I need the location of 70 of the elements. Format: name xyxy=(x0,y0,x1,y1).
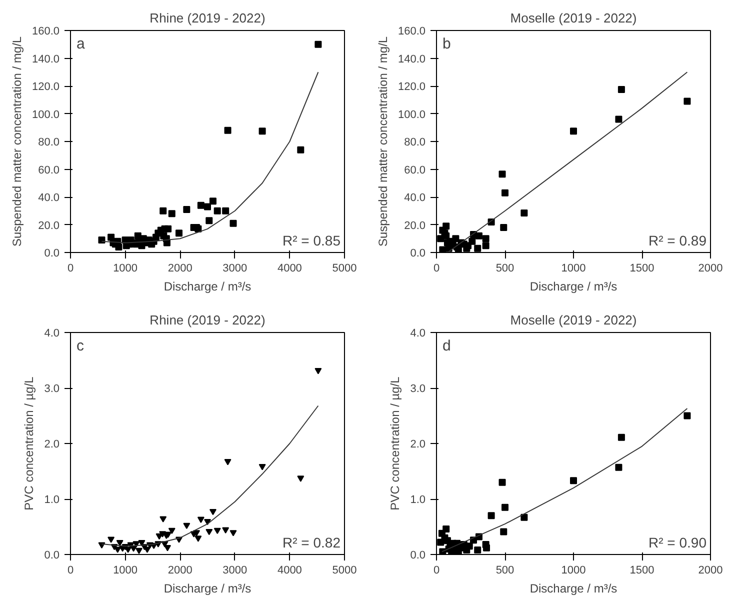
x-tick-label: 5000 xyxy=(332,262,357,274)
annotation: R² = 0.90 xyxy=(648,534,707,550)
x-tick-label: 0 xyxy=(67,262,74,274)
y-tick-label: 4.0 xyxy=(410,328,426,340)
x-axis-title: Discharge / m³/s xyxy=(530,582,618,596)
x-tick-label: 500 xyxy=(496,564,514,576)
x-tick-label: 2000 xyxy=(698,262,723,274)
x-tick-label: 1000 xyxy=(561,564,586,576)
y-tick-label: 3.0 xyxy=(44,383,60,395)
y-tick-label: 0.0 xyxy=(44,550,60,562)
y-tick-label: 100.0 xyxy=(398,108,426,121)
y-tick-label: 1.0 xyxy=(410,494,426,506)
y-tick-label: 20.0 xyxy=(38,220,60,232)
x-tick-label: 2000 xyxy=(168,564,192,576)
x-tick-label: 4000 xyxy=(277,564,302,576)
annotation: R² = 0.89 xyxy=(648,232,707,248)
x-tick-label: 1500 xyxy=(630,262,654,274)
y-axis-title: Suspended matter concentration / mg/L xyxy=(10,36,24,247)
y-tick-label: 80.0 xyxy=(38,136,60,148)
x-tick-label: 0 xyxy=(433,564,440,576)
y-tick-label: 2.0 xyxy=(44,438,60,450)
x-tick-label: 3000 xyxy=(222,564,248,576)
annotation: a xyxy=(76,36,86,52)
y-tick-label: 100.0 xyxy=(32,108,60,121)
annotation: c xyxy=(76,338,84,354)
chart-title: Rhine (2019 - 2022) xyxy=(150,312,266,328)
chart-title: Moselle (2019 - 2022) xyxy=(510,312,637,328)
x-tick-label: 5000 xyxy=(332,564,357,576)
x-tick-label: 4000 xyxy=(277,262,302,274)
x-tick-label: 2000 xyxy=(168,262,192,274)
y-tick-label: 0.0 xyxy=(410,248,426,260)
annotation: R² = 0.82 xyxy=(282,534,341,550)
y-tick-label: 3.0 xyxy=(410,383,426,395)
y-tick-label: 120.0 xyxy=(32,81,60,93)
y-tick-label: 60.0 xyxy=(404,164,426,176)
y-axis-title: PVC concentration / µg/L xyxy=(22,376,36,510)
y-tick-label: 160.0 xyxy=(398,26,426,38)
y-tick-label: 0.0 xyxy=(44,248,60,260)
chart-title: Moselle (2019 - 2022) xyxy=(510,10,637,26)
y-tick-label: 20.0 xyxy=(404,220,426,232)
y-tick-label: 0.0 xyxy=(410,550,426,562)
chart-title: Rhine (2019 - 2022) xyxy=(150,10,266,26)
y-tick-label: 80.0 xyxy=(404,136,426,148)
x-tick-label: 1500 xyxy=(630,564,654,576)
x-tick-label: 3000 xyxy=(222,262,248,274)
x-tick-label: 500 xyxy=(496,262,514,274)
x-axis-title: Discharge / m³/s xyxy=(164,582,252,596)
annotation: R² = 0.85 xyxy=(282,232,341,248)
x-tick-label: 0 xyxy=(433,262,440,274)
y-axis-title: Suspended matter concentration / mg/L xyxy=(376,36,390,247)
y-tick-label: 40.0 xyxy=(404,192,426,204)
x-tick-label: 2000 xyxy=(698,564,723,576)
x-tick-label: 0 xyxy=(67,564,74,576)
x-axis-title: Discharge / m³/s xyxy=(530,280,618,294)
x-axis-title: Discharge / m³/s xyxy=(164,280,252,294)
y-tick-label: 2.0 xyxy=(410,438,426,450)
y-tick-label: 140.0 xyxy=(398,53,426,66)
y-tick-label: 60.0 xyxy=(38,164,60,176)
x-tick-label: 1000 xyxy=(113,564,138,576)
y-axis-title: PVC concentration / µg/L xyxy=(388,376,402,510)
y-tick-label: 4.0 xyxy=(44,328,60,340)
annotation: d xyxy=(442,338,451,354)
y-tick-label: 40.0 xyxy=(38,192,60,204)
x-tick-label: 1000 xyxy=(561,262,586,274)
y-tick-label: 120.0 xyxy=(398,81,426,93)
y-tick-label: 140.0 xyxy=(32,53,60,66)
y-tick-label: 1.0 xyxy=(44,494,60,506)
y-tick-label: 160.0 xyxy=(32,26,60,38)
annotation: b xyxy=(442,36,451,52)
x-tick-label: 1000 xyxy=(113,262,138,274)
